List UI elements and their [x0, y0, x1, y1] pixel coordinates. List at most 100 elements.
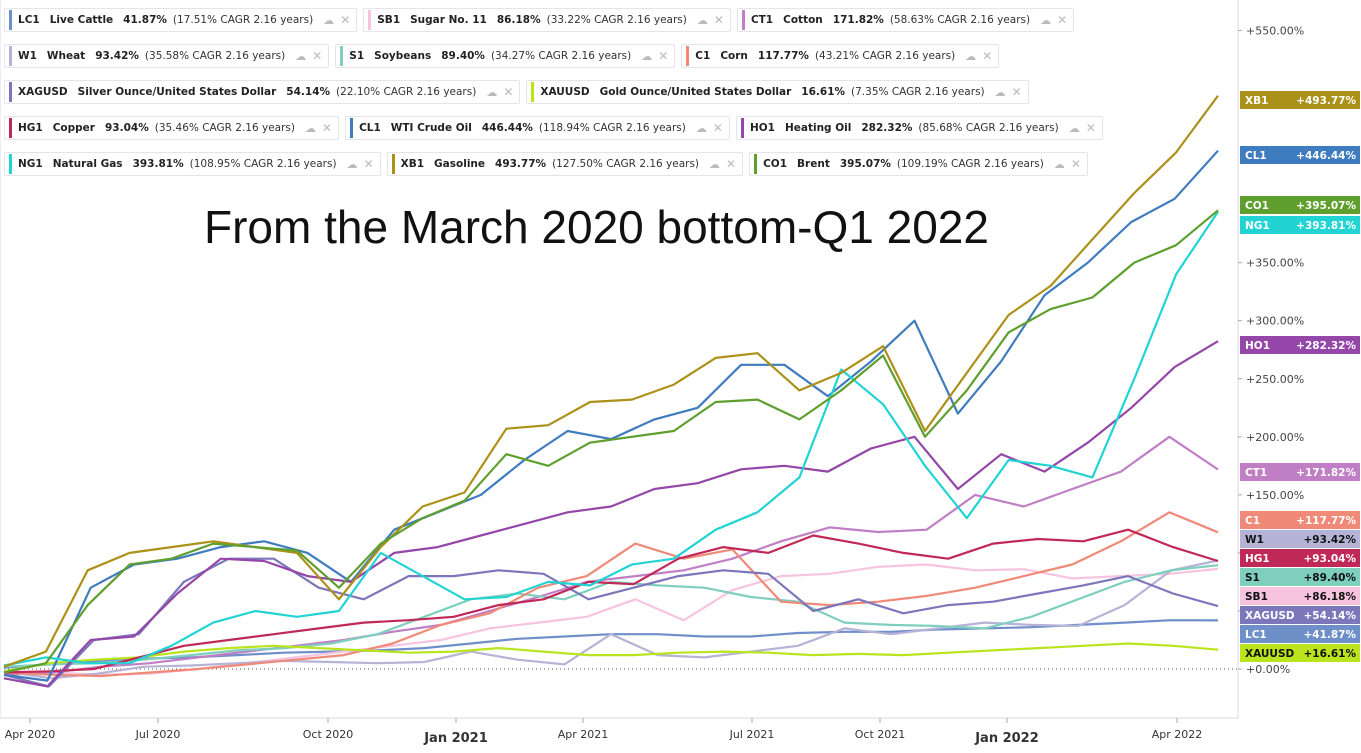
close-icon[interactable]: ✕ — [1011, 85, 1022, 99]
close-icon[interactable]: ✕ — [363, 157, 374, 171]
legend-name: WTI Crude Oil — [390, 122, 472, 134]
close-icon[interactable]: ✕ — [658, 49, 669, 63]
end-label-box-sb1 — [1240, 587, 1360, 605]
end-label-box-ct1 — [1240, 463, 1360, 481]
settings-icon[interactable]: ☁ — [965, 49, 977, 63]
series-line-lc1 — [3, 619, 1219, 669]
legend-symbol: W1 — [18, 50, 37, 62]
legend-chip-hg1[interactable]: HG1 Copper 93.04% (35.46% CAGR 2.16 years) ☁… — [4, 116, 340, 140]
legend-chip-ct1[interactable]: CT1 Cotton 171.82% (58.63% CAGR 2.16 years)… — [736, 8, 1075, 32]
legend-chip-ho1[interactable]: HO1 Heating Oil 282.32% (85.68% CAGR 2.16 y… — [735, 116, 1103, 140]
legend-name: Cotton — [783, 14, 823, 26]
legend-chip-ng1[interactable]: NG1 Natural Gas 393.81% (108.95% CAGR 2.16 … — [4, 152, 381, 176]
end-label-value-cl1: +446.44% — [1296, 150, 1356, 162]
legend-chip-xb1[interactable]: XB1 Gasoline 493.77% (127.50% CAGR 2.16 yea… — [386, 152, 744, 176]
end-label-symbol-xagusd: XAGUSD — [1245, 610, 1295, 622]
legend-symbol: HO1 — [749, 122, 775, 134]
legend-chip-sb1[interactable]: SB1 Sugar No. 11 86.18% (33.22% CAGR 2.16 y… — [363, 8, 731, 32]
legend-name: Soybeans — [374, 50, 432, 62]
settings-icon[interactable]: ☁ — [486, 85, 498, 99]
close-icon[interactable]: ✕ — [322, 121, 333, 135]
legend-percent: 393.81% — [132, 158, 184, 170]
settings-icon[interactable]: ☁ — [346, 157, 358, 171]
end-label-box-xb1 — [1240, 91, 1360, 109]
settings-icon[interactable]: ☁ — [1040, 13, 1052, 27]
settings-icon[interactable]: ☁ — [295, 49, 307, 63]
legend-chip-cl1[interactable]: CL1 WTI Crude Oil 446.44% (118.94% CAGR 2.1… — [345, 116, 730, 140]
legend-percent: 16.61% — [801, 86, 846, 98]
legend-cagr: (127.50% CAGR 2.16 years) — [552, 158, 700, 170]
legend-name: Silver Ounce/United States Dollar — [77, 86, 277, 98]
series-line-xb1 — [3, 95, 1219, 668]
legend-cagr: (22.10% CAGR 2.16 years) — [336, 86, 477, 98]
end-label-symbol-ct1: CT1 — [1245, 467, 1267, 479]
legend-chip-lc1[interactable]: LC1 Live Cattle 41.87% (17.51% CAGR 2.16 ye… — [4, 8, 358, 32]
legend-symbol: NG1 — [18, 158, 43, 170]
close-icon[interactable]: ✕ — [1085, 121, 1096, 135]
close-icon[interactable]: ✕ — [982, 49, 993, 63]
legend-name: Heating Oil — [784, 122, 852, 134]
end-label-box-s1 — [1240, 568, 1360, 586]
legend-percent: 493.77% — [495, 158, 547, 170]
settings-icon[interactable]: ☁ — [305, 121, 316, 135]
legend-swatch — [368, 10, 372, 30]
series-line-hg1 — [3, 528, 1219, 674]
settings-icon[interactable]: ☁ — [994, 85, 1006, 99]
x-tick-label: Apr 2021 — [558, 728, 609, 741]
settings-icon[interactable]: ☁ — [1053, 157, 1065, 171]
legend-row: XAGUSD Silver Ounce/United States Dollar 5… — [4, 80, 1029, 104]
legend-cagr: (34.27% CAGR 2.16 years) — [490, 50, 632, 62]
settings-icon[interactable]: ☁ — [1068, 121, 1080, 135]
legend-percent: 93.42% — [95, 50, 139, 62]
series-line-w1 — [3, 559, 1219, 680]
legend-row: NG1 Natural Gas 393.81% (108.95% CAGR 2.16 … — [4, 152, 1088, 176]
series-line-s1 — [3, 564, 1219, 668]
close-icon[interactable]: ✕ — [726, 157, 737, 171]
end-label-symbol-xb1: XB1 — [1245, 95, 1268, 107]
end-label-symbol-co1: CO1 — [1245, 200, 1269, 212]
x-tick-label: Jul 2020 — [135, 728, 181, 741]
legend-percent: 117.77% — [757, 50, 809, 62]
legend-percent: 171.82% — [832, 14, 884, 26]
y-tick-label: +300.00% — [1246, 315, 1304, 328]
legend-chip-xauusd[interactable]: XAUUSD Gold Ounce/United States Dollar 16.… — [526, 80, 1029, 104]
end-label-symbol-w1: W1 — [1245, 534, 1264, 546]
legend-cagr: (17.51% CAGR 2.16 years) — [172, 14, 314, 26]
legend-cagr: (35.58% CAGR 2.16 years) — [144, 50, 286, 62]
end-label-box-w1 — [1240, 530, 1360, 548]
legend-chip-co1[interactable]: CO1 Brent 395.07% (109.19% CAGR 2.16 years)… — [749, 152, 1088, 176]
end-label-value-s1: +89.40% — [1303, 572, 1356, 584]
close-icon[interactable]: ✕ — [713, 13, 724, 27]
legend-name: Copper — [52, 122, 95, 134]
close-icon[interactable]: ✕ — [1070, 157, 1081, 171]
settings-icon[interactable]: ☁ — [695, 121, 707, 135]
settings-icon[interactable]: ☁ — [696, 13, 708, 27]
legend-name: Live Cattle — [49, 14, 114, 26]
close-icon[interactable]: ✕ — [1057, 13, 1068, 27]
legend-chip-xagusd[interactable]: XAGUSD Silver Ounce/United States Dollar 5… — [4, 80, 521, 104]
end-label-value-xb1: +493.77% — [1296, 95, 1356, 107]
settings-icon[interactable]: ☁ — [323, 13, 335, 27]
close-icon[interactable]: ✕ — [312, 49, 323, 63]
y-tick-label: +350.00% — [1246, 257, 1304, 270]
end-label-symbol-ng1: NG1 — [1245, 220, 1270, 232]
legend-chip-w1[interactable]: W1 Wheat 93.42% (35.58% CAGR 2.16 years) ☁ ✕ — [4, 44, 330, 68]
legend-cagr: (85.68% CAGR 2.16 years) — [918, 122, 1059, 134]
legend-swatch — [9, 118, 12, 138]
close-icon[interactable]: ✕ — [503, 85, 514, 99]
legend-cagr: (118.94% CAGR 2.16 years) — [538, 122, 686, 134]
legend-swatch — [740, 118, 744, 138]
close-icon[interactable]: ✕ — [340, 13, 351, 27]
settings-icon[interactable]: ☁ — [641, 49, 653, 63]
legend-symbol: CO1 — [763, 158, 788, 170]
legend-name: Gasoline — [434, 158, 486, 170]
end-label-value-xagusd: +54.14% — [1303, 610, 1356, 622]
end-label-value-ng1: +393.81% — [1296, 220, 1356, 232]
legend-chip-c1[interactable]: C1 Corn 117.77% (43.21% CAGR 2.16 years) ☁ ✕ — [681, 44, 1000, 68]
close-icon[interactable]: ✕ — [712, 121, 723, 135]
end-label-value-lc1: +41.87% — [1303, 629, 1356, 641]
legend-chip-s1[interactable]: S1 Soybeans 89.40% (34.27% CAGR 2.16 years)… — [335, 44, 676, 68]
series-line-c1 — [3, 511, 1219, 678]
settings-icon[interactable]: ☁ — [709, 157, 721, 171]
end-label-box-ho1 — [1240, 336, 1360, 354]
